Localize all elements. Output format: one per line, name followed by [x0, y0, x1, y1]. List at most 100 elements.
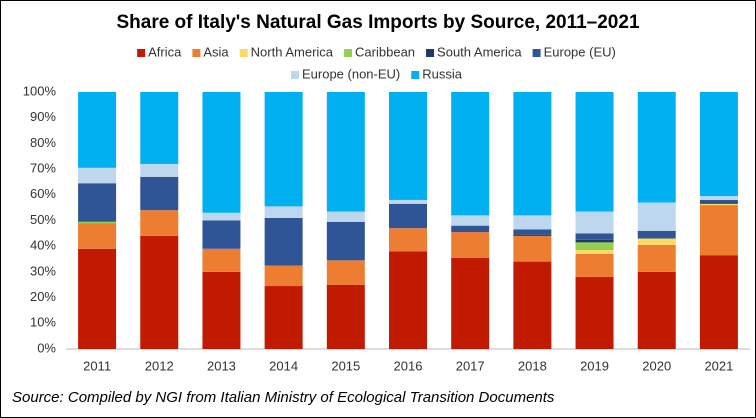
legend-swatch [532, 49, 541, 57]
bar-segment [78, 92, 117, 168]
bar-segment [264, 286, 303, 349]
y-tick-label: 0% [37, 340, 56, 355]
bar-segment [575, 253, 614, 278]
bar-segment [699, 205, 738, 256]
bar-segment [78, 167, 117, 184]
bar-segment [78, 248, 117, 349]
bar-segment [202, 92, 241, 213]
y-tick-label: 60% [30, 186, 56, 201]
legend-label: South America [437, 44, 522, 59]
bar-segment [451, 225, 490, 233]
legend-swatch [411, 71, 420, 79]
bar-segment [699, 203, 738, 206]
y-tick-label: 20% [30, 289, 56, 304]
y-tick-label: 90% [30, 109, 56, 124]
bar-segment [513, 229, 552, 235]
bar-segment [326, 221, 365, 261]
x-tick-label: 2020 [642, 358, 671, 373]
legend-label: Caribbean [355, 44, 415, 59]
bar-segment [326, 211, 365, 222]
bar-segment [513, 261, 552, 349]
bar-segment [513, 235, 552, 262]
bar-segment [326, 92, 365, 212]
bar-segment [451, 232, 490, 258]
bar-segment [389, 203, 427, 229]
x-tick-label: 2018 [518, 358, 547, 373]
bar-segment [451, 92, 490, 216]
bar-segment [264, 265, 303, 287]
chart-title: Share of Italy's Natural Gas Imports by … [116, 12, 639, 33]
bar-segment [389, 199, 427, 204]
bar-segment [513, 215, 552, 230]
bar-segment [78, 223, 117, 249]
y-tick-label: 70% [30, 161, 56, 176]
bar-segment [264, 92, 303, 207]
bar-segment [202, 271, 241, 349]
bar-segment [389, 251, 427, 349]
bar-segment [575, 211, 614, 234]
legend-swatch [192, 49, 201, 57]
bar-segment [264, 206, 303, 218]
bar-segment [699, 196, 738, 200]
bar-segment [140, 92, 179, 164]
y-tick-label: 10% [30, 315, 56, 330]
bar-segment [637, 202, 676, 231]
legend-label: Asia [203, 44, 229, 59]
bar-segment [575, 250, 614, 254]
bar-segment [699, 202, 738, 204]
y-tick-label: 80% [30, 135, 56, 150]
legend-label: Europe (EU) [544, 44, 616, 59]
bar-segment [699, 199, 738, 203]
y-tick-label: 40% [30, 238, 56, 253]
bar-segment [451, 215, 490, 226]
bar-segment [326, 260, 365, 285]
bar-segment [326, 284, 365, 349]
legend-swatch [290, 71, 299, 79]
legend-label: Russia [422, 66, 463, 81]
legend-swatch [239, 49, 248, 57]
bar-segment [140, 176, 179, 211]
bar-segment [575, 239, 614, 243]
x-tick-label: 2012 [145, 358, 174, 373]
x-tick-label: 2019 [580, 358, 609, 373]
x-tick-label: 2021 [704, 358, 733, 373]
legend-label: Europe (non-EU) [302, 66, 400, 81]
y-tick-label: 50% [30, 212, 56, 227]
bar-segment [140, 235, 179, 349]
x-tick-label: 2011 [83, 358, 111, 373]
bar-segment [637, 92, 676, 203]
legend-label: North America [251, 44, 334, 59]
legend-label: Africa [148, 44, 182, 59]
source-note: Source: Compiled by NGI from Italian Min… [12, 389, 555, 406]
bar-segment [78, 183, 117, 222]
bar-segment [513, 234, 552, 236]
bar-segment [451, 257, 490, 349]
bar-segment [699, 255, 738, 349]
bar-segment [202, 248, 241, 272]
bar-segment [575, 242, 614, 251]
bar-segment [637, 244, 676, 272]
bar-segment [389, 228, 427, 252]
bar-segment [637, 230, 676, 239]
bar-segment [699, 92, 738, 197]
bar-segment [637, 238, 676, 245]
y-tick-label: 30% [30, 263, 56, 278]
bar-segment [389, 92, 427, 200]
bar-segment [575, 277, 614, 349]
x-tick-label: 2014 [269, 358, 298, 373]
legend-swatch [137, 49, 146, 57]
x-tick-label: 2017 [456, 358, 485, 373]
bar-segment [78, 221, 117, 224]
y-tick-label: 100% [23, 83, 57, 98]
bar-segment [264, 217, 303, 266]
bar-segment [513, 92, 552, 216]
bar-segment [575, 92, 614, 212]
bar-segment [202, 220, 241, 249]
bar-segment [202, 212, 241, 221]
bar-segment [637, 271, 676, 349]
bar-segment [140, 163, 179, 177]
x-tick-label: 2015 [331, 358, 360, 373]
legend-swatch [344, 49, 353, 57]
